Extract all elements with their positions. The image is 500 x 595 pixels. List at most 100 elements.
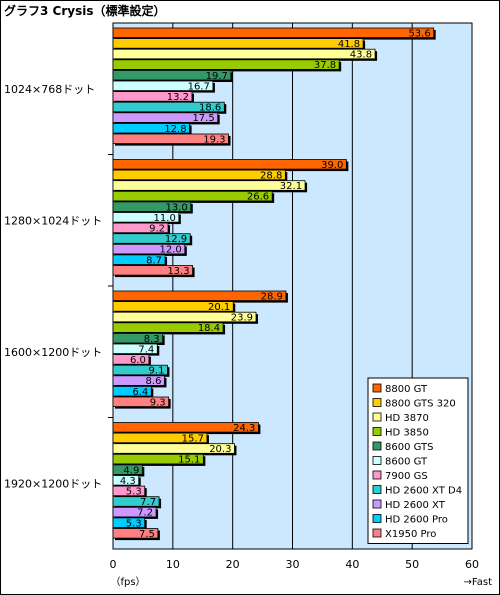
bar-value-label: 8.6 xyxy=(146,376,162,387)
bar-value-label: 7.5 xyxy=(139,529,155,540)
bar-value-label: 24.3 xyxy=(233,423,255,434)
bar xyxy=(112,91,193,102)
bar xyxy=(112,453,204,465)
bar-value-label: 17.5 xyxy=(192,113,214,124)
legend-label: X1950 Pro xyxy=(385,529,436,540)
bar xyxy=(112,290,287,302)
bar xyxy=(112,159,347,170)
bar xyxy=(112,517,146,528)
x-tick-label: 10 xyxy=(166,558,180,571)
bar-value-label: 11.0 xyxy=(154,213,176,224)
legend-swatch xyxy=(372,470,382,480)
bar-value-label: 9.2 xyxy=(149,224,165,235)
x-tick-label: 60 xyxy=(465,558,479,571)
bar xyxy=(112,332,164,344)
legend-label: HD 2600 XT D4 xyxy=(385,486,462,497)
bar-value-label: 5.3 xyxy=(126,487,142,498)
bar-value-label: 26.6 xyxy=(247,192,269,203)
bar-value-label: 9.1 xyxy=(149,366,165,377)
bar-value-label: 19.3 xyxy=(203,134,225,145)
bar-value-label: 4.3 xyxy=(120,476,136,487)
bar xyxy=(112,169,286,181)
legend-swatch xyxy=(372,485,382,494)
bar xyxy=(112,354,150,365)
bar xyxy=(112,375,165,386)
bar xyxy=(112,364,168,376)
x-tick-label: 20 xyxy=(226,558,240,571)
bar-value-label: 9.3 xyxy=(150,397,166,408)
legend-swatch xyxy=(372,427,382,436)
legend-swatch xyxy=(372,456,382,465)
bar xyxy=(112,190,273,202)
bar xyxy=(112,180,306,191)
bar xyxy=(112,506,157,518)
bar xyxy=(112,432,208,444)
bar xyxy=(112,70,232,81)
bar-value-label: 32.1 xyxy=(280,181,302,192)
category-label: 1024×768ドット xyxy=(4,83,95,96)
bar-value-label: 15.1 xyxy=(178,455,200,466)
bar xyxy=(112,38,364,49)
legend-swatch xyxy=(372,441,382,451)
bar-value-label: 4.9 xyxy=(123,465,139,476)
bar xyxy=(112,59,340,70)
bar-value-label: 15.7 xyxy=(182,434,204,445)
chart-title: グラフ3 Crysis（標準設定） xyxy=(4,4,166,18)
legend-swatch xyxy=(372,528,382,538)
bar xyxy=(112,528,159,539)
legend-swatch xyxy=(372,383,382,393)
legend-label: 8800 GT xyxy=(385,384,428,395)
x-tick-label: 30 xyxy=(286,558,300,571)
bar-value-label: 28.9 xyxy=(261,291,283,302)
bar-value-label: 20.1 xyxy=(208,302,230,313)
bar-value-label: 7.2 xyxy=(137,508,153,519)
legend-box xyxy=(367,377,469,544)
bar xyxy=(112,112,219,123)
bar xyxy=(112,48,376,60)
bar xyxy=(112,496,160,507)
bar xyxy=(112,422,259,433)
bar-value-label: 8.3 xyxy=(144,334,160,345)
bar xyxy=(112,233,191,244)
bar xyxy=(112,101,225,113)
bar-value-label: 12.0 xyxy=(160,245,182,256)
bar xyxy=(112,322,224,333)
bar-value-label: 20.3 xyxy=(209,444,231,455)
bar-value-label: 16.7 xyxy=(188,81,210,92)
bar-value-label: 13.3 xyxy=(167,266,189,277)
bar xyxy=(112,201,192,212)
bar-value-label: 19.7 xyxy=(206,71,228,82)
bar-value-label: 18.4 xyxy=(198,323,220,334)
bar-value-label: 39.0 xyxy=(321,160,343,171)
bar-value-label: 13.0 xyxy=(166,202,188,213)
bar xyxy=(112,343,158,355)
bar-value-label: 41.8 xyxy=(338,39,360,50)
bar-value-label: 8.7 xyxy=(146,255,162,266)
bar-value-label: 13.2 xyxy=(167,92,189,103)
bar xyxy=(112,385,152,397)
bar xyxy=(112,475,140,486)
category-label: 1280×1024ドット xyxy=(4,214,102,227)
legend-label: HD 3870 xyxy=(385,413,429,424)
bar-value-label: 6.4 xyxy=(132,387,148,398)
legend-swatch xyxy=(372,412,382,422)
legend-swatch xyxy=(372,398,382,407)
bar xyxy=(112,212,180,223)
bar xyxy=(112,265,193,276)
bar xyxy=(112,123,190,134)
legend-swatch xyxy=(372,514,382,523)
bar xyxy=(112,464,143,475)
x-tick-label: 0 xyxy=(110,558,117,571)
bar-value-label: 5.3 xyxy=(126,518,142,529)
bar-value-label: 7.4 xyxy=(138,344,154,355)
bar-value-label: 23.9 xyxy=(231,313,253,324)
bar-value-label: 12.9 xyxy=(165,234,187,245)
bar-value-label: 43.8 xyxy=(350,50,372,61)
bar xyxy=(112,443,235,454)
bar xyxy=(112,311,257,323)
bar-value-label: 18.6 xyxy=(199,103,221,114)
bar-value-label: 12.8 xyxy=(164,124,186,135)
category-label: 1920×1200ドット xyxy=(4,477,102,490)
bar-value-label: 37.8 xyxy=(314,60,336,71)
